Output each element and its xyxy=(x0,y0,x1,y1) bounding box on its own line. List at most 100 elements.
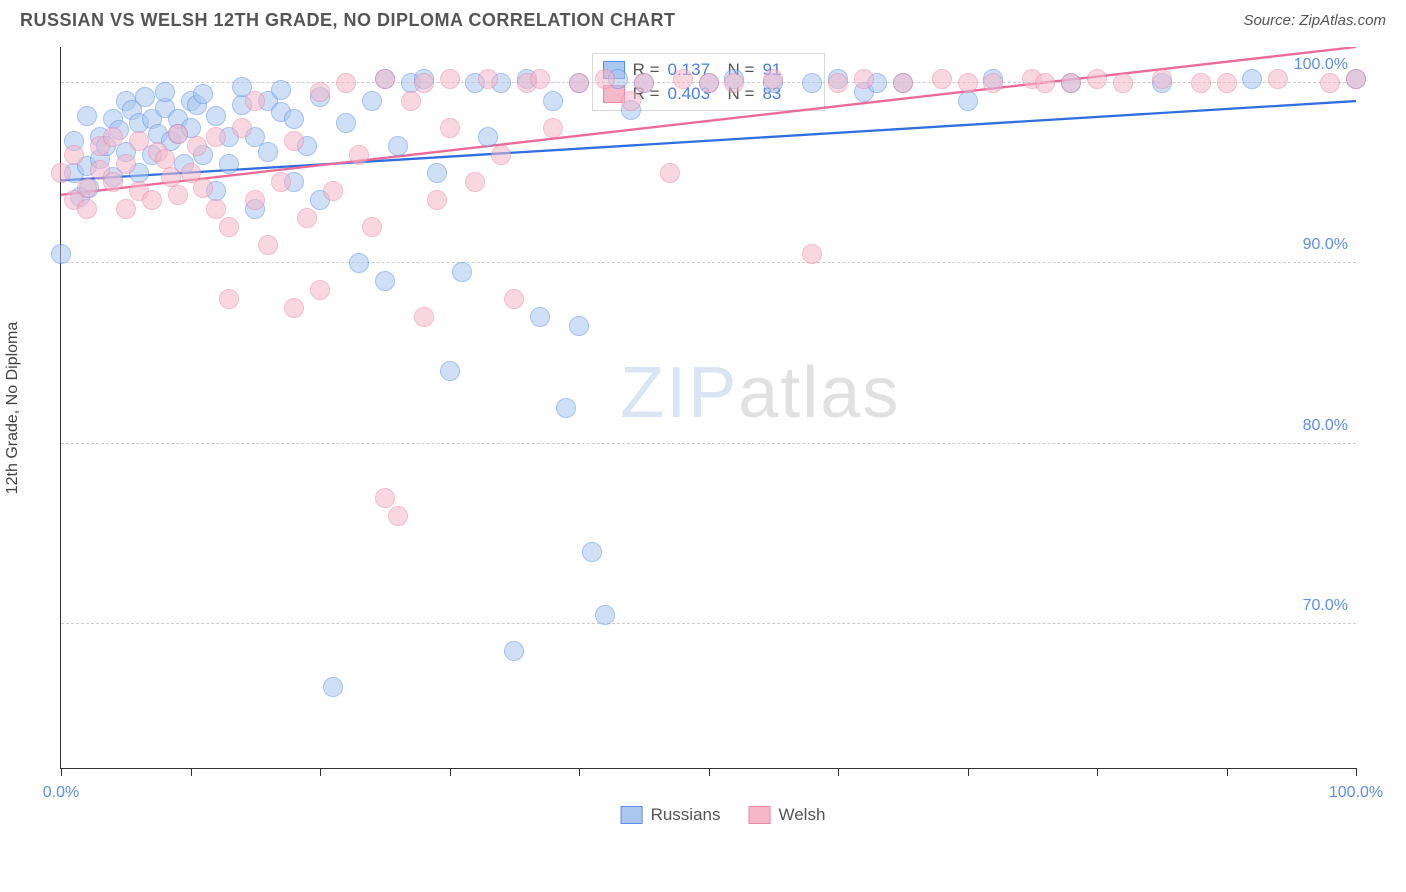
scatter-point xyxy=(135,87,155,107)
gridline xyxy=(61,262,1356,263)
legend-label: Welsh xyxy=(778,805,825,825)
scatter-point xyxy=(440,361,460,381)
scatter-point xyxy=(983,73,1003,93)
scatter-point xyxy=(1035,73,1055,93)
scatter-point xyxy=(1152,69,1172,89)
chart-source: Source: ZipAtlas.com xyxy=(1243,12,1386,29)
scatter-point xyxy=(64,145,84,165)
x-tick-label: 100.0% xyxy=(1329,784,1383,802)
trend-lines-svg xyxy=(61,47,1356,768)
scatter-point xyxy=(427,163,447,183)
scatter-point xyxy=(362,91,382,111)
scatter-point xyxy=(103,172,123,192)
scatter-point xyxy=(440,69,460,89)
scatter-point xyxy=(440,118,460,138)
scatter-point xyxy=(258,142,278,162)
scatter-point xyxy=(491,145,511,165)
scatter-point xyxy=(219,154,239,174)
scatter-point xyxy=(103,127,123,147)
scatter-point xyxy=(958,91,978,111)
scatter-point xyxy=(504,641,524,661)
scatter-point xyxy=(349,145,369,165)
scatter-point xyxy=(1268,69,1288,89)
scatter-point xyxy=(336,113,356,133)
scatter-point xyxy=(478,127,498,147)
scatter-point xyxy=(673,69,693,89)
x-tick xyxy=(579,768,580,776)
scatter-point xyxy=(51,163,71,183)
scatter-point xyxy=(77,106,97,126)
scatter-point xyxy=(116,154,136,174)
x-tick xyxy=(450,768,451,776)
scatter-point xyxy=(569,316,589,336)
scatter-point xyxy=(336,73,356,93)
scatter-point xyxy=(543,91,563,111)
scatter-point xyxy=(284,298,304,318)
scatter-point xyxy=(660,163,680,183)
scatter-point xyxy=(1113,73,1133,93)
scatter-point xyxy=(323,677,343,697)
scatter-point xyxy=(569,73,589,93)
scatter-point xyxy=(582,542,602,562)
scatter-point xyxy=(284,131,304,151)
scatter-point xyxy=(388,136,408,156)
scatter-point xyxy=(1087,69,1107,89)
legend-swatch xyxy=(621,806,643,824)
scatter-point xyxy=(1191,73,1211,93)
scatter-point xyxy=(77,199,97,219)
series-legend: Russians Welsh xyxy=(621,805,826,825)
scatter-point xyxy=(375,271,395,291)
watermark: ZIPatlas xyxy=(620,352,900,434)
scatter-point xyxy=(478,69,498,89)
scatter-point xyxy=(763,69,783,89)
scatter-point xyxy=(168,185,188,205)
scatter-point xyxy=(427,190,447,210)
y-tick-label: 70.0% xyxy=(1303,597,1348,615)
x-tick xyxy=(1227,768,1228,776)
scatter-point xyxy=(595,605,615,625)
watermark-atlas: atlas xyxy=(738,353,900,433)
scatter-point xyxy=(155,82,175,102)
scatter-point xyxy=(245,91,265,111)
legend-item: Russians xyxy=(621,805,721,825)
scatter-point xyxy=(621,91,641,111)
scatter-point xyxy=(310,280,330,300)
scatter-point xyxy=(401,91,421,111)
scatter-point xyxy=(116,199,136,219)
scatter-point xyxy=(530,307,550,327)
x-tick xyxy=(320,768,321,776)
scatter-point xyxy=(168,124,188,144)
scatter-point xyxy=(297,208,317,228)
legend-item: Welsh xyxy=(748,805,825,825)
x-tick xyxy=(709,768,710,776)
scatter-point xyxy=(388,506,408,526)
x-tick xyxy=(1097,768,1098,776)
scatter-point xyxy=(1061,73,1081,93)
y-tick-label: 80.0% xyxy=(1303,417,1348,435)
scatter-point xyxy=(310,82,330,102)
y-axis-label: 12th Grade, No Diploma xyxy=(4,321,22,494)
chart-title: RUSSIAN VS WELSH 12TH GRADE, NO DIPLOMA … xyxy=(20,10,676,31)
scatter-point xyxy=(504,289,524,309)
scatter-point xyxy=(595,69,615,89)
scatter-point xyxy=(1242,69,1262,89)
scatter-point xyxy=(349,253,369,273)
scatter-point xyxy=(1217,73,1237,93)
scatter-point xyxy=(699,73,719,93)
scatter-point xyxy=(893,73,913,93)
scatter-point xyxy=(724,73,744,93)
scatter-point xyxy=(465,172,485,192)
legend-label: Russians xyxy=(651,805,721,825)
x-tick xyxy=(191,768,192,776)
scatter-point xyxy=(414,73,434,93)
gridline xyxy=(61,443,1356,444)
y-tick-label: 90.0% xyxy=(1303,236,1348,254)
x-tick xyxy=(838,768,839,776)
scatter-point xyxy=(284,109,304,129)
scatter-point xyxy=(634,73,654,93)
scatter-point xyxy=(219,289,239,309)
scatter-point xyxy=(828,73,848,93)
scatter-point xyxy=(187,136,207,156)
x-tick-label: 0.0% xyxy=(43,784,79,802)
scatter-point xyxy=(206,199,226,219)
